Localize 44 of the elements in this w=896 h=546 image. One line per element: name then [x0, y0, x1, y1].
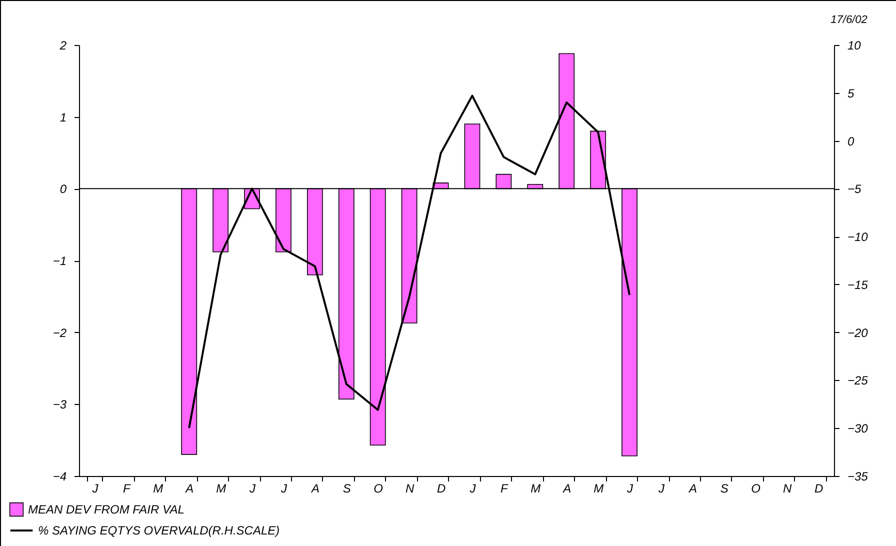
x-tick-label: J: [280, 482, 288, 496]
x-tick-label: M: [530, 482, 541, 496]
x-tick-label: J: [468, 482, 477, 496]
x-tick-label: S: [720, 482, 728, 496]
x-tick-label: J: [91, 482, 100, 496]
y-tick-label: −3: [52, 398, 67, 412]
text: 17/6/02: [830, 14, 868, 26]
x-tick-label: N: [405, 482, 414, 496]
y2-tick-label: −25: [848, 374, 868, 388]
x-tick-label: J: [626, 482, 634, 496]
y2-tick-label: −30: [848, 422, 868, 436]
x-tick-label: A: [184, 482, 194, 496]
x-tick-label: M: [594, 482, 604, 496]
x-tick-label: D: [814, 482, 824, 496]
y-tick-label: −1: [52, 254, 66, 268]
x-tick-label: O: [374, 482, 384, 496]
y-tick-label: 1: [60, 110, 66, 124]
y2-tick-label: −35: [848, 470, 868, 484]
y2-tick-label: −5: [848, 182, 862, 196]
x-tick-label: F: [123, 482, 132, 496]
x-tick-label: A: [688, 482, 697, 496]
x-tick-label: M: [216, 482, 226, 496]
x-tick-label: D: [436, 482, 446, 496]
y2-tick-label: 0: [848, 134, 854, 148]
x-tick-label: J: [248, 482, 257, 496]
y-tick-label: −2: [52, 326, 67, 340]
y2-tick-label: −20: [848, 326, 868, 340]
y-tick-label: −4: [52, 470, 67, 484]
y2-tick-label: 10: [848, 38, 862, 52]
x-tick-label: N: [782, 482, 792, 496]
y2-tick-label: −15: [848, 278, 868, 292]
y2-tick-label: −10: [848, 230, 868, 244]
x-tick-label: A: [562, 482, 572, 496]
x-tick-label: S: [342, 482, 351, 496]
y-tick-label: 2: [58, 38, 67, 52]
y-tick-label: 0: [60, 182, 67, 196]
x-tick-label: A: [310, 482, 320, 496]
x-tick-label: O: [751, 482, 761, 496]
x-tick-label: M: [153, 482, 164, 496]
y2-tick-label: 5: [848, 86, 854, 100]
legend-label: % SAYING EQTYS OVERVALD(R.H.SCALE): [38, 524, 280, 538]
legend-label: MEAN DEV FROM FAIR VAL: [28, 502, 184, 516]
x-tick-label: J: [657, 482, 666, 496]
x-tick-label: F: [500, 482, 509, 496]
